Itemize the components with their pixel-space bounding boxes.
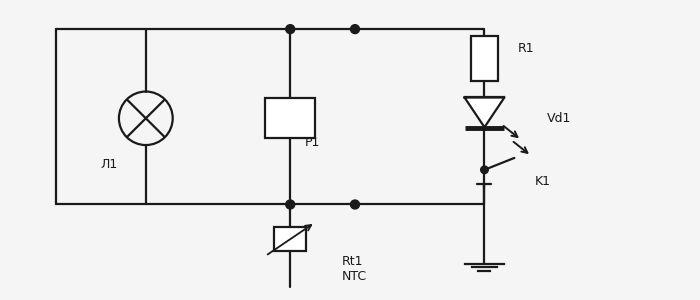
Bar	[274, 227, 306, 251]
Text: Rt1
NTC: Rt1 NTC	[342, 255, 368, 283]
Text: Л1: Л1	[100, 158, 118, 171]
Text: Vd1: Vd1	[547, 112, 572, 125]
Text: K1: K1	[534, 175, 550, 188]
Circle shape	[481, 166, 488, 174]
Bar	[265, 98, 315, 138]
Circle shape	[286, 200, 295, 209]
Circle shape	[351, 25, 360, 34]
Polygon shape	[465, 98, 505, 127]
Circle shape	[286, 25, 295, 34]
Circle shape	[351, 200, 360, 209]
Bar	[470, 36, 498, 81]
Text: R1: R1	[517, 42, 534, 56]
Text: P1: P1	[305, 136, 321, 148]
